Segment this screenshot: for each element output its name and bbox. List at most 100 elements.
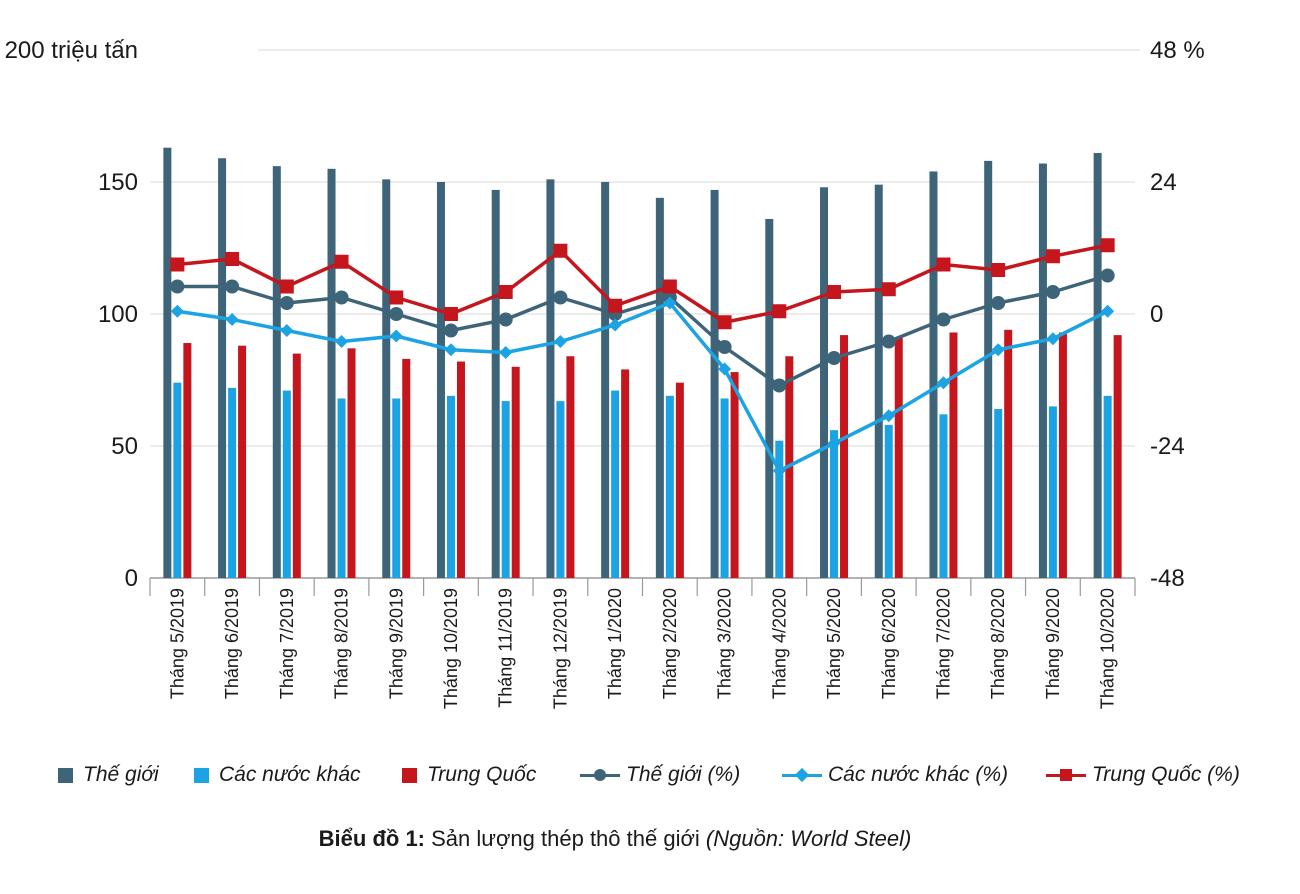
legend-label-others: Các nước khác [219, 763, 361, 786]
right-tick-label: 48 % [1150, 37, 1205, 64]
x-tick-label: Tháng 6/2020 [879, 588, 899, 699]
bar-china [292, 353, 301, 578]
bar-world [601, 182, 610, 578]
x-tick-label: Tháng 6/2019 [222, 588, 242, 699]
bar-others [1048, 406, 1057, 578]
bar-china [949, 332, 958, 578]
bar-china [456, 361, 465, 578]
legend-label-world-pct: Thế giới (%) [626, 763, 741, 786]
left-tick-label: 0 [125, 565, 138, 592]
x-tick-label: Tháng 1/2020 [605, 588, 625, 699]
point-world-pct [772, 378, 787, 393]
point-others-pct [335, 335, 349, 348]
point-others-pct [772, 464, 786, 478]
right-tick-label: 0 [1150, 301, 1163, 328]
right-tick-label: -24 [1150, 433, 1185, 460]
bar-others [173, 382, 182, 578]
point-world-pct [553, 290, 568, 305]
point-others-pct [663, 296, 677, 310]
point-others-pct [1046, 332, 1060, 346]
line-china-pct [177, 243, 1108, 324]
point-china-pct [827, 285, 842, 299]
point-others-pct [280, 324, 294, 337]
x-tick-label: Tháng 12/2019 [550, 588, 570, 709]
legend-label-china: Trung Quốc [427, 763, 537, 786]
legend: Thế giới Các nước khác Trung Quốc Thế gi… [50, 760, 1280, 790]
legend-label-others-pct: Các nước khác (%) [828, 763, 1009, 786]
bar-china [621, 369, 630, 578]
point-china-pct [170, 257, 185, 272]
bar-others [228, 387, 237, 578]
bar-world [272, 166, 281, 578]
legend-swatch-world [58, 767, 73, 783]
bar-china [840, 335, 849, 578]
bar-others [392, 398, 401, 578]
left-tick-label: 100 [98, 301, 138, 328]
point-world-pct [225, 279, 240, 294]
bar-others [282, 390, 291, 578]
point-others-pct [225, 313, 239, 326]
x-tick-label: Tháng 8/2019 [332, 588, 352, 699]
bar-others [720, 398, 729, 578]
x-tick-label: Tháng 9/2020 [1043, 588, 1063, 699]
x-tick-label: Tháng 5/2020 [824, 588, 844, 699]
left-tick-label: 50 [111, 433, 138, 460]
bar-others [939, 414, 948, 578]
point-world-pct [334, 290, 349, 305]
bar-china [238, 345, 247, 578]
bar-world [820, 187, 829, 578]
point-china-pct [1100, 238, 1115, 253]
point-world-pct [881, 334, 896, 349]
point-others-pct [389, 329, 403, 343]
point-world-pct [170, 279, 185, 294]
figure-caption: Biểu đồ 1: Sản lượng thép thô thế giới (… [0, 826, 1230, 852]
legend-swatch-others [194, 767, 209, 783]
bar-china [1113, 335, 1122, 578]
legend-swatch-china-pct [1046, 767, 1086, 783]
bar-china [1004, 329, 1013, 578]
bar-others [994, 409, 1003, 578]
bar-others [1103, 395, 1112, 578]
point-world-pct [498, 312, 513, 327]
x-tick-label: Tháng 7/2020 [933, 588, 953, 699]
point-china-pct [1045, 249, 1060, 264]
left-tick-label: 150 [98, 169, 138, 196]
point-china-pct [553, 243, 568, 258]
bar-world [765, 218, 774, 578]
gridlines [150, 49, 1140, 447]
point-china-pct [279, 279, 294, 294]
bar-china [730, 372, 739, 578]
point-china-pct [608, 298, 623, 313]
axes [149, 577, 1136, 596]
caption-source: (Nguồn: World Steel) [705, 826, 912, 851]
point-world-pct [827, 351, 842, 365]
x-tick-label: Tháng 7/2019 [277, 588, 297, 699]
chart: 0 50 100 150 200 triệu tấn -48 -24 0 24 48 % Tháng… [5, 37, 1205, 709]
point-others-pct [827, 436, 841, 450]
bar-world [327, 168, 336, 579]
x-tick-label: Tháng 8/2020 [988, 588, 1008, 699]
point-others-pct [170, 304, 184, 318]
point-others-pct [553, 335, 567, 348]
point-world-pct [717, 340, 732, 354]
legend-swatch-china [402, 767, 417, 783]
point-china-pct [443, 307, 458, 321]
x-tick-label: Tháng 10/2020 [1098, 588, 1118, 709]
right-tick-label: 24 [1150, 169, 1177, 196]
legend-label-world: Thế giới [83, 763, 159, 786]
bar-others [884, 424, 893, 578]
point-others-pct [991, 343, 1005, 357]
bar-china [511, 366, 520, 578]
bar-world [491, 189, 500, 579]
point-china-pct [389, 290, 404, 305]
legend-item-others: Các nước khác [194, 760, 361, 790]
bar-world [1038, 163, 1047, 578]
tick-labels: 0 50 100 150 200 triệu tấn -48 -24 0 24 48 % Tháng… [5, 37, 1205, 709]
point-others-pct [718, 362, 732, 376]
x-tick-label: Tháng 3/2020 [715, 588, 735, 699]
caption-label: Biểu đồ 1: [318, 826, 426, 851]
bar-world [546, 179, 555, 579]
point-world-pct [443, 323, 458, 338]
point-world-pct [1100, 268, 1115, 283]
point-china-pct [772, 304, 787, 319]
